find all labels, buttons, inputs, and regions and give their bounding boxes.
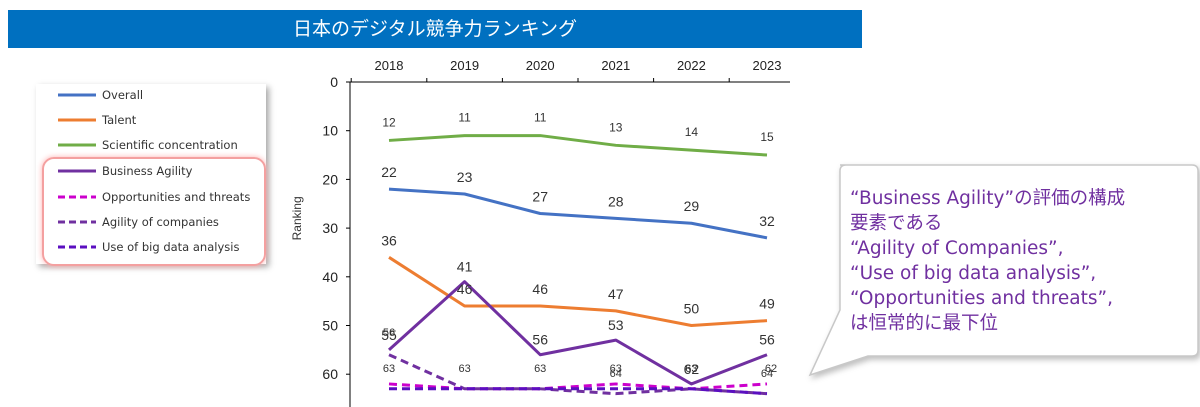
series-line-scientific-concentration [388, 134, 768, 157]
legend [36, 84, 266, 264]
data-label: 55 [381, 327, 397, 343]
x-tick-label: 2022 [677, 58, 706, 73]
data-label: 11 [534, 111, 547, 125]
legend-highlight-box [42, 157, 266, 266]
callout-line: “Business Agility”の評価の構成 [850, 188, 1126, 209]
callout-line: “Agility of Companies”, [850, 238, 1064, 259]
data-label: 63 [383, 363, 395, 375]
data-label: 28 [608, 193, 624, 209]
data-label: 63 [458, 363, 470, 375]
legend-swatch [58, 220, 96, 224]
y-tick-label: 20 [322, 171, 338, 187]
data-label: 12 [382, 115, 396, 129]
data-label: 11 [458, 111, 471, 125]
data-label: 56 [759, 332, 775, 348]
data-label: 46 [457, 281, 473, 297]
data-label: 63 [610, 363, 622, 375]
line-chart: 2018 2019 2020 2021 2022 2023 0 10 20 30 40 50 60 Ran… [290, 58, 790, 407]
x-tick-label: 2019 [450, 58, 479, 73]
data-label: 62 [765, 363, 777, 375]
y-tick-label: 40 [322, 269, 338, 285]
legend-item-use-of-big-data-analysis: Use of big data analysis [56, 237, 239, 257]
legend-item-overall: Overall [56, 85, 143, 105]
data-label: 47 [608, 286, 624, 302]
chart-title-bar: 日本のデジタル競争力ランキング [8, 10, 862, 48]
legend-swatch [58, 195, 96, 199]
data-label: 15 [760, 130, 774, 144]
legend-item-talent: Talent [56, 110, 136, 130]
legend-swatch [58, 118, 96, 122]
data-label: 27 [532, 188, 548, 204]
callout-line: 要素である [850, 213, 943, 234]
legend-swatch [58, 245, 96, 249]
data-label: 13 [609, 120, 623, 134]
data-label: 63 [534, 363, 546, 375]
legend-item-agility-of-companies: Agility of companies [56, 212, 219, 232]
data-label: 49 [759, 296, 775, 312]
legend-item-business-agility: Business Agility [56, 161, 192, 181]
data-label: 64 [761, 368, 773, 380]
series-line-opportunities-and-threats [388, 382, 768, 391]
data-label: 62 [684, 361, 700, 377]
data-label: 14 [685, 125, 699, 139]
y-tick-label: 50 [322, 318, 338, 334]
data-label: 50 [684, 301, 700, 317]
legend-swatch [58, 143, 96, 147]
y-tick-label: 30 [322, 220, 338, 236]
callout-line: は恒常的に最下位 [850, 313, 999, 334]
legend-label: Opportunities and threats [102, 190, 251, 204]
x-tick-label: 2023 [753, 58, 782, 73]
y-tick-label: 0 [330, 74, 338, 90]
data-label: 22 [381, 164, 397, 180]
y-tick-label: 60 [322, 366, 338, 382]
chart-title: 日本のデジタル競争力ランキング [292, 18, 578, 40]
x-tick-label: 2020 [526, 58, 555, 73]
series-line-overall [388, 187, 768, 240]
series-line-agility-of-companies [388, 353, 768, 396]
x-tick-label: 2018 [375, 58, 404, 73]
legend-label: Business Agility [102, 164, 193, 178]
data-label: 56 [532, 332, 548, 348]
callout-line: “Use of big data analysis”, [850, 263, 1097, 284]
legend-swatch [58, 93, 96, 97]
y-tick-label: 10 [322, 123, 338, 139]
legend-label: Scientific concentration [102, 138, 238, 152]
x-tick-label: 2021 [601, 58, 630, 73]
legend-item-opportunities-and-threats: Opportunities and threats [56, 187, 250, 207]
callout-bubble [808, 164, 1199, 377]
data-label: 29 [684, 198, 700, 214]
callout-text: “Business Agility”の評価の構成 要素である “Agility of… [850, 186, 1190, 336]
callout-line: “Opportunities and threats”, [850, 288, 1113, 309]
legend-label: Agility of companies [102, 215, 219, 229]
legend-label: Talent [102, 113, 137, 127]
data-label: 46 [532, 281, 548, 297]
legend-label: Overall [102, 88, 144, 102]
data-label: 36 [381, 232, 397, 248]
legend-swatch [58, 169, 96, 173]
data-label: 32 [759, 213, 775, 229]
data-label: 64 [610, 368, 622, 380]
legend-item-scientific-concentration: Scientific concentration [56, 135, 238, 155]
data-label: 63 [685, 363, 697, 375]
data-label: 41 [457, 259, 473, 275]
data-label: 23 [457, 169, 473, 185]
y-axis-label: Ranking [290, 196, 304, 240]
series-line-business-agility [387, 280, 768, 386]
series-line-use-of-big-data-analysis [389, 387, 768, 396]
data-label: 53 [608, 317, 624, 333]
data-label: 56 [383, 327, 395, 339]
series-line-talent [388, 256, 768, 327]
legend-label: Use of big data analysis [102, 240, 240, 254]
